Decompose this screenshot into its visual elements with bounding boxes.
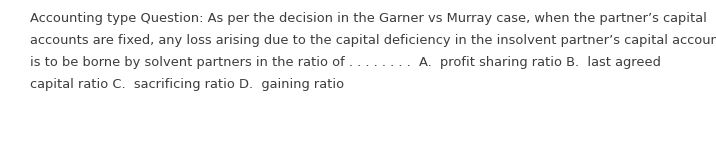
Text: Accounting type Question: As per the decision in the Garner vs Murray case, when: Accounting type Question: As per the dec… bbox=[30, 12, 707, 25]
Text: is to be borne by solvent partners in the ratio of . . . . . . . .  A.  profit s: is to be borne by solvent partners in th… bbox=[30, 56, 661, 69]
Text: capital ratio C.  sacrificing ratio D.  gaining ratio: capital ratio C. sacrificing ratio D. ga… bbox=[30, 78, 344, 91]
Text: accounts are fixed, any loss arising due to the capital deficiency in the insolv: accounts are fixed, any loss arising due… bbox=[30, 34, 716, 47]
